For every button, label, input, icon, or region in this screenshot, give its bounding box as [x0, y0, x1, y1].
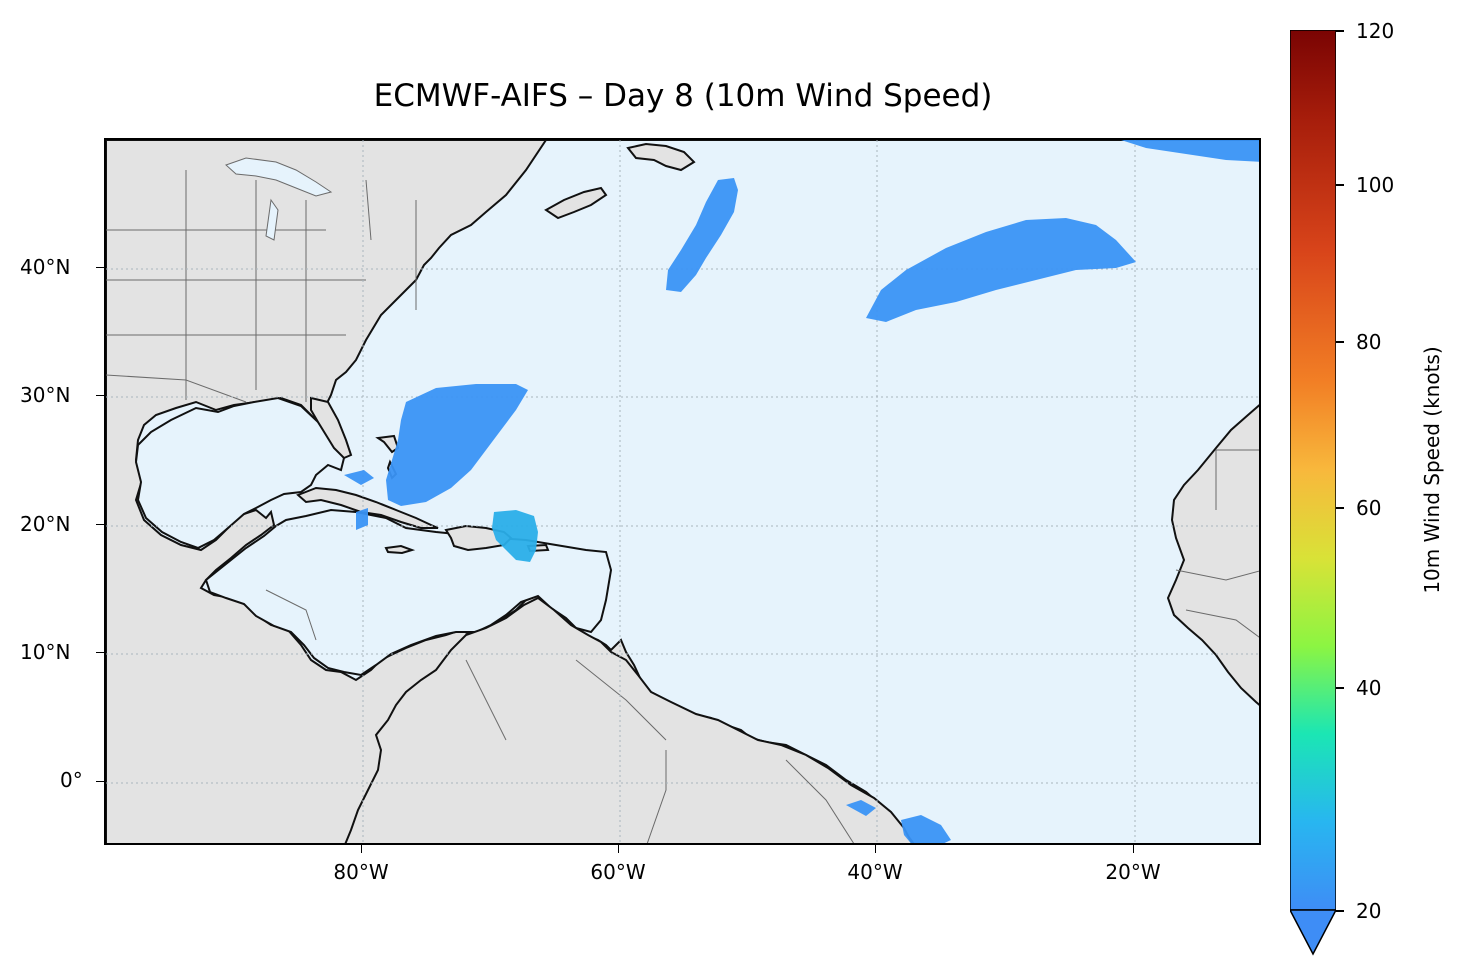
colorbar-tick-40: 40: [1356, 676, 1382, 700]
africa-landmass: [1166, 404, 1259, 706]
colorbar-tick-mark: [1336, 507, 1344, 509]
south-america-landmass: [344, 596, 914, 843]
gulf-of-mexico: [134, 396, 346, 550]
lat-tick-30: 30°N: [20, 383, 71, 407]
colorbar-label: 10m Wind Speed (knots): [1420, 346, 1444, 594]
lon-tick-20w: 20°W: [1105, 860, 1161, 884]
equatorial-wind: [846, 800, 951, 843]
lon-tick-mark: [1133, 845, 1134, 853]
map-frame[interactable]: [104, 138, 1261, 845]
hispaniola-wind: [492, 510, 538, 562]
northeast-atlantic-wind: [1121, 140, 1259, 162]
map-canvas: [106, 140, 1259, 843]
lon-tick-60w: 60°W: [590, 860, 646, 884]
central-atlantic-wind: [866, 218, 1136, 322]
colorbar-tick-mark: [1336, 687, 1344, 689]
colorbar-tick-mark: [1336, 910, 1344, 912]
northwest-atlantic-wind: [666, 178, 738, 292]
colorbar: [1290, 30, 1336, 956]
nova-scotia: [544, 186, 608, 220]
map-title: ECMWF-AIFS – Day 8 (10m Wind Speed): [373, 78, 993, 114]
lat-tick-20: 20°N: [20, 512, 71, 536]
colorbar-tick-80: 80: [1356, 330, 1382, 354]
great-lakes: [225, 157, 333, 241]
lon-tick-80w: 80°W: [333, 860, 389, 884]
florida-peninsula: [310, 396, 353, 460]
lat-tick-mark: [96, 781, 104, 782]
lat-tick-mark: [96, 267, 104, 268]
colorbar-gradient: [1290, 30, 1336, 911]
colorbar-tick-100: 100: [1356, 173, 1395, 197]
jamaica-island: [384, 544, 416, 555]
lat-tick-10: 10°N: [20, 640, 71, 664]
lon-tick-mark: [875, 845, 876, 853]
lat-tick-mark: [96, 395, 104, 396]
lon-tick-mark: [361, 845, 362, 853]
country-borders: [106, 170, 1259, 843]
colorbar-tick-120: 120: [1356, 19, 1395, 43]
lat-tick-mark: [96, 524, 104, 525]
lon-tick-mark: [618, 845, 619, 853]
colorbar-tick-mark: [1336, 341, 1344, 343]
lat-tick-0: 0°: [60, 768, 83, 792]
lon-tick-40w: 40°W: [847, 860, 903, 884]
lat-tick-mark: [96, 652, 104, 653]
colorbar-extend-arrow: [1290, 909, 1336, 956]
colorbar-tick-60: 60: [1356, 496, 1382, 520]
lat-tick-40: 40°N: [20, 255, 71, 279]
colorbar-tick-mark: [1336, 184, 1344, 186]
colorbar-tick-mark: [1336, 30, 1344, 32]
bahamas-wind: [344, 384, 528, 530]
newfoundland-island: [626, 142, 696, 172]
colorbar-tick-20: 20: [1356, 899, 1382, 923]
